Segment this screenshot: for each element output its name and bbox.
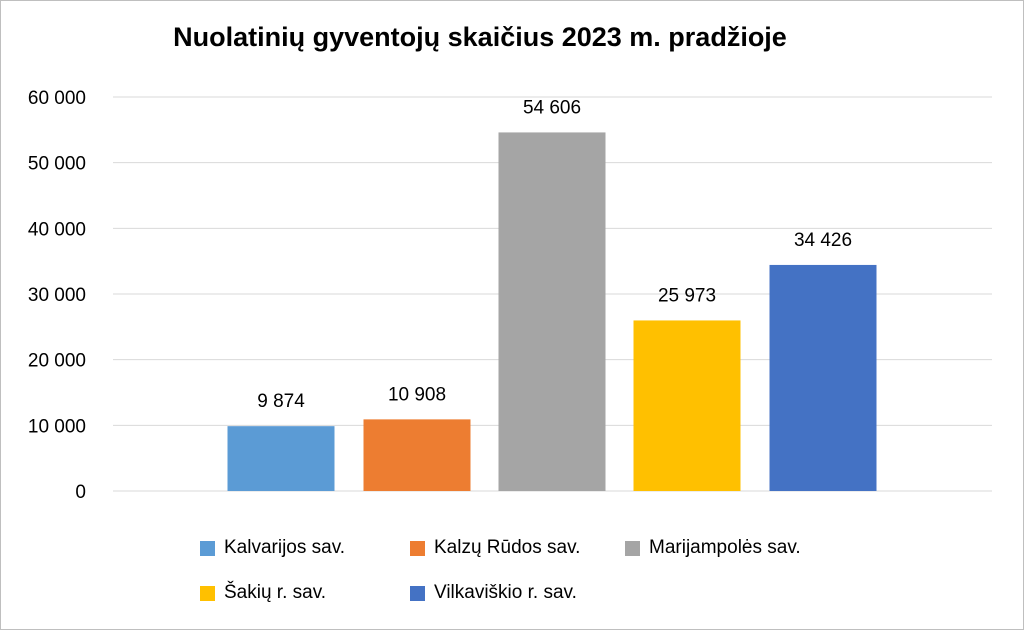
y-tick-label: 10 000 — [28, 416, 86, 437]
bar — [363, 419, 471, 491]
y-tick-label: 20 000 — [28, 351, 86, 372]
y-tick-label: 40 000 — [28, 219, 86, 240]
y-tick-label: 60 000 — [28, 88, 86, 109]
y-tick-label: 0 — [75, 482, 86, 503]
y-tick-label: 30 000 — [28, 285, 86, 306]
y-tick-label: 50 000 — [28, 154, 86, 175]
data-label: 10 908 — [388, 384, 446, 405]
data-label: 9 874 — [257, 391, 305, 412]
data-label: 34 426 — [794, 230, 852, 251]
bar — [633, 320, 741, 491]
data-label: 25 973 — [658, 285, 716, 306]
chart-title: Nuolatinių gyventojų skaičius 2023 m. pr… — [173, 22, 787, 52]
bar — [498, 132, 606, 491]
bar — [227, 426, 335, 491]
data-label: 54 606 — [523, 97, 581, 118]
bar — [769, 264, 877, 491]
